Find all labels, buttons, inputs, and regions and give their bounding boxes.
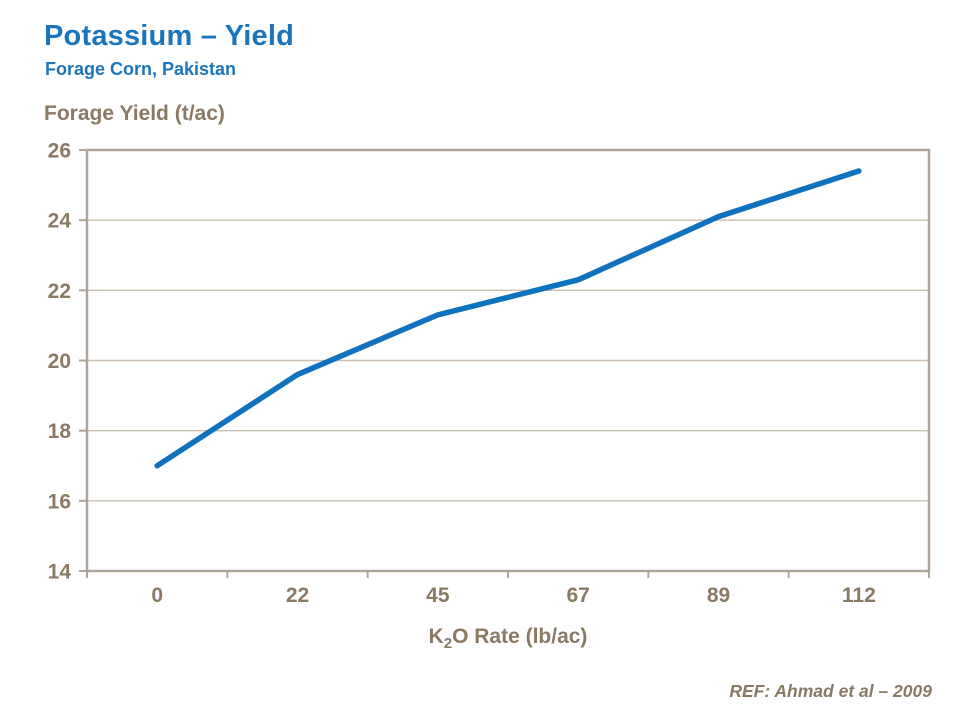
x-axis-title-subscript: 2 (443, 635, 453, 652)
y-tick-label: 26 (48, 140, 71, 163)
page-title: Potassium – Yield (44, 20, 294, 52)
yield-series-line (154, 168, 862, 469)
x-axis-title: K2O Rate (lb/ac) (0, 625, 960, 652)
y-tick-label: 24 (48, 210, 72, 233)
y-tick-label: 14 (48, 561, 72, 584)
x-axis-title-rest: O Rate (lb/ac) (452, 625, 588, 648)
x-tick-label: 67 (566, 584, 589, 607)
y-tick-label: 16 (48, 490, 71, 513)
x-tick-label: 112 (842, 584, 876, 607)
y-tick-label: 20 (48, 350, 71, 373)
x-tick-label: 22 (286, 584, 309, 607)
reference-citation: REF: Ahmad et al – 2009 (729, 681, 932, 701)
x-axis-title-lead: K (428, 625, 444, 648)
page-subtitle: Forage Corn, Pakistan (45, 59, 237, 79)
x-tick-label: 45 (426, 584, 450, 607)
x-tick-label: 0 (151, 584, 163, 607)
y-tick-label: 22 (48, 280, 71, 303)
y-tick-label: 18 (48, 420, 72, 443)
y-axis-title: Forage Yield (t/ac) (44, 102, 225, 125)
x-tick-label: 89 (707, 584, 730, 607)
